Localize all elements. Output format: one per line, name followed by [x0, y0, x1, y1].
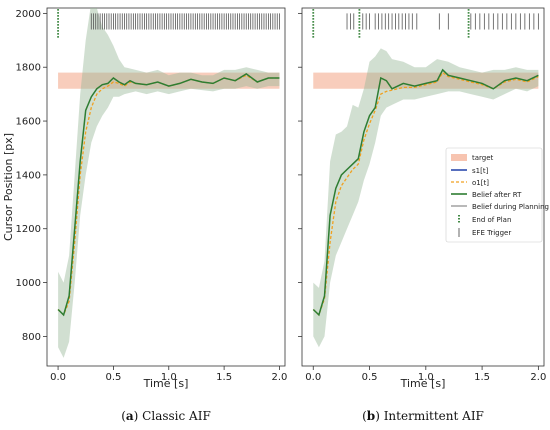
legend-swatch-target	[451, 154, 467, 161]
caption-text-a: Classic AIF	[138, 409, 210, 423]
caption-letter-b: b	[367, 409, 375, 423]
y-tick-label-a: 1000	[16, 278, 41, 289]
x-tick-label-b: 1.0	[418, 372, 434, 383]
x-tick-label-a: 2.0	[272, 372, 288, 383]
caption-a: (a) Classic AIF	[121, 409, 211, 423]
panel-classic-aif: 0.0 0.5 1.0 1.5 2.0 800 1000 1200 1400 1600 1800 20…	[2, 7, 288, 423]
plot-content-b	[312, 8, 539, 348]
belief-band-a	[58, 8, 280, 358]
caption-letter-a: a	[126, 409, 134, 423]
series-o1-b	[312, 71, 539, 317]
plot-inner-b	[312, 8, 539, 348]
plot-content-a	[57, 8, 280, 358]
x-tick-label-b: 0.5	[362, 372, 378, 383]
legend-box	[445, 147, 543, 243]
legend-label-belief-planning: Belief during Planning	[472, 203, 549, 211]
legend-label-target: target	[472, 154, 494, 162]
y-tick-label-a: 1800	[16, 63, 41, 74]
x-tick-label-b: 0.0	[305, 372, 321, 383]
y-tick-label-a: 1200	[16, 224, 41, 235]
x-tick-label-a: 1.5	[216, 372, 232, 383]
caption-b: (b) Intermittent AIF	[362, 409, 484, 423]
series-belief-after-rt-a	[57, 72, 280, 317]
y-tick-label-a: 2000	[16, 9, 41, 20]
plot-area-a	[46, 7, 286, 367]
y-tick-label-a: 1600	[16, 117, 41, 128]
legend-label-belief-after-rt: Belief after RT	[472, 191, 522, 199]
plot-inner-a	[57, 8, 280, 358]
x-tick-label-a: 1.0	[161, 372, 177, 383]
series-belief-after-rt-b	[312, 68, 539, 317]
panel-intermittent-aif: 0.0 0.5 1.0 1.5 2.0 Time [s] (b) Intermitten…	[298, 7, 549, 423]
y-tick-label-a: 800	[22, 332, 41, 343]
legend-label-efe-trigger: EFE Trigger	[472, 229, 511, 237]
legend-label-o1: o1[t]	[472, 179, 489, 187]
y-tick-label-a: 1400	[16, 170, 41, 181]
belief-band-b	[313, 48, 539, 348]
x-axis-label-a: Time [s]	[143, 377, 189, 390]
x-tick-label-a: 0.0	[50, 372, 66, 383]
x-tick-label-b: 2.0	[530, 372, 546, 383]
ticks-b: 0.0 0.5 1.0 1.5 2.0	[298, 12, 546, 383]
legend-label-s1: s1[t]	[472, 167, 489, 175]
y-axis-label: Cursor Position [px]	[2, 133, 15, 241]
target-band-a	[58, 72, 280, 89]
ticks-a: 0.0 0.5 1.0 1.5 2.0 800 1000 1200 1400 1600 1800 20…	[16, 9, 288, 383]
x-tick-label-b: 1.5	[474, 372, 490, 383]
legend-label-end-of-plan: End of Plan	[472, 216, 511, 224]
x-tick-label-a: 0.5	[105, 372, 121, 383]
legend: target s1[t] o1[t] Belief after RT Belie…	[445, 147, 549, 243]
caption-text-b: Intermittent AIF	[380, 409, 484, 423]
x-axis-label-b: Time [s]	[400, 377, 446, 390]
